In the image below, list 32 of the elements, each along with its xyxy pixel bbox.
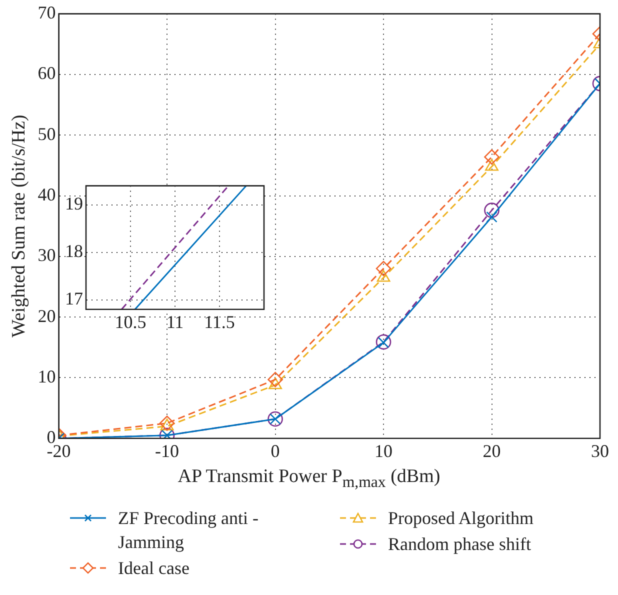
y-tick-label: 30	[38, 245, 56, 266]
point	[376, 260, 392, 276]
y-tick-label: 18	[65, 241, 83, 262]
point	[484, 202, 500, 218]
y-tick-label: 40	[38, 184, 56, 205]
legend-label: Random phase shift	[388, 533, 531, 556]
x-tick-label: 10.5	[114, 312, 146, 332]
x-tick-label: -10	[155, 440, 180, 461]
x-tick-label: 11	[166, 312, 184, 332]
point	[160, 418, 174, 430]
x-tick-label: 0	[270, 440, 280, 461]
point	[484, 149, 500, 165]
point	[268, 372, 283, 388]
y-tick-label: 19	[65, 194, 83, 214]
x-axis-title: AP Transmit Power P$_{m,max}$ (dBm)	[176, 466, 442, 492]
y-axis-title: Weighted Sum rate (bit/s/Hz)	[8, 114, 30, 338]
point	[268, 377, 282, 390]
point	[485, 159, 498, 171]
x-tick-label: 10	[374, 440, 393, 461]
y-tick-label: 10	[38, 366, 56, 386]
x-tick-label: 20	[482, 440, 501, 461]
y-tick-label: 60	[38, 63, 56, 84]
y-tick-label: 70	[38, 2, 56, 23]
legend-label: Ideal case	[118, 557, 190, 580]
x-tick-label: 11.5	[204, 312, 235, 332]
point	[486, 211, 498, 223]
point	[376, 270, 390, 282]
legend-label: ZF Precoding anti -Jamming	[118, 507, 260, 554]
y-tick-label: 17	[65, 288, 83, 309]
x-tick-label: 30	[591, 440, 609, 461]
y-tick-label: 50	[38, 124, 56, 144]
legend-label: Proposed Algorithm	[388, 507, 534, 530]
